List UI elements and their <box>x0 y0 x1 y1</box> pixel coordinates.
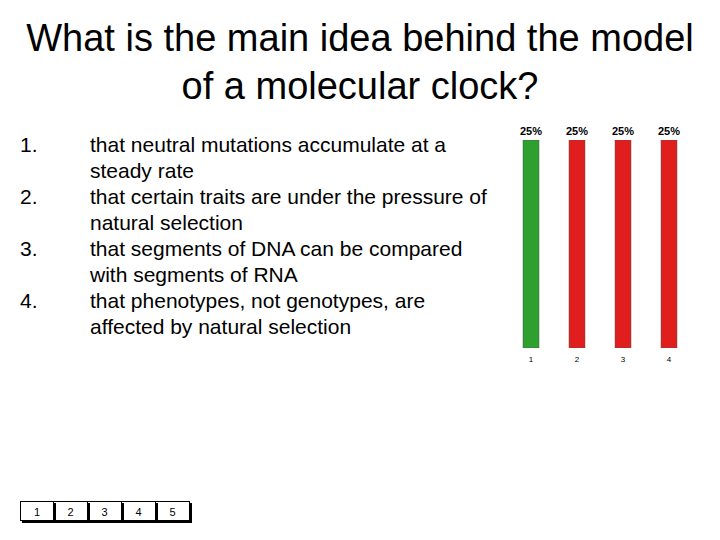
html-text:that phenotypes, not genotypes: that phenotypes, not genotypes, are affe… <box>90 289 426 338</box>
svg-text:3: 3 <box>621 355 626 364</box>
svg-text:1: 1 <box>529 355 534 364</box>
html-text:that neutral mutations accumul: that neutral mutations accumulate at a s… <box>90 133 446 182</box>
svg-text:2: 2 <box>575 355 580 364</box>
svg-text:25%: 25% <box>520 125 542 137</box>
svg-text:25%: 25% <box>612 125 634 137</box>
html-text:3.: 3. <box>20 237 38 260</box>
html-text:that certain traits are under: that certain traits are under the pressu… <box>90 185 487 234</box>
html-text:What is the main idea behind t: What is the main idea behind the model o… <box>26 17 694 107</box>
html-text:1: 1 <box>33 506 41 518</box>
svg-text:25%: 25% <box>566 125 588 137</box>
html-text:2: 2 <box>67 506 74 518</box>
html-text:3: 3 <box>101 506 108 518</box>
html-text:4.: 4. <box>20 289 38 312</box>
html-text:2.: 2. <box>20 185 38 208</box>
html-text:5: 5 <box>169 506 176 518</box>
html-text:1.: 1. <box>20 133 38 156</box>
svg-text:25%: 25% <box>658 125 680 137</box>
html-text:4: 4 <box>135 506 142 518</box>
svg-text:4: 4 <box>667 355 672 364</box>
html-text:that segments of DNA can be co: that segments of DNA can be compared wit… <box>90 237 463 286</box>
